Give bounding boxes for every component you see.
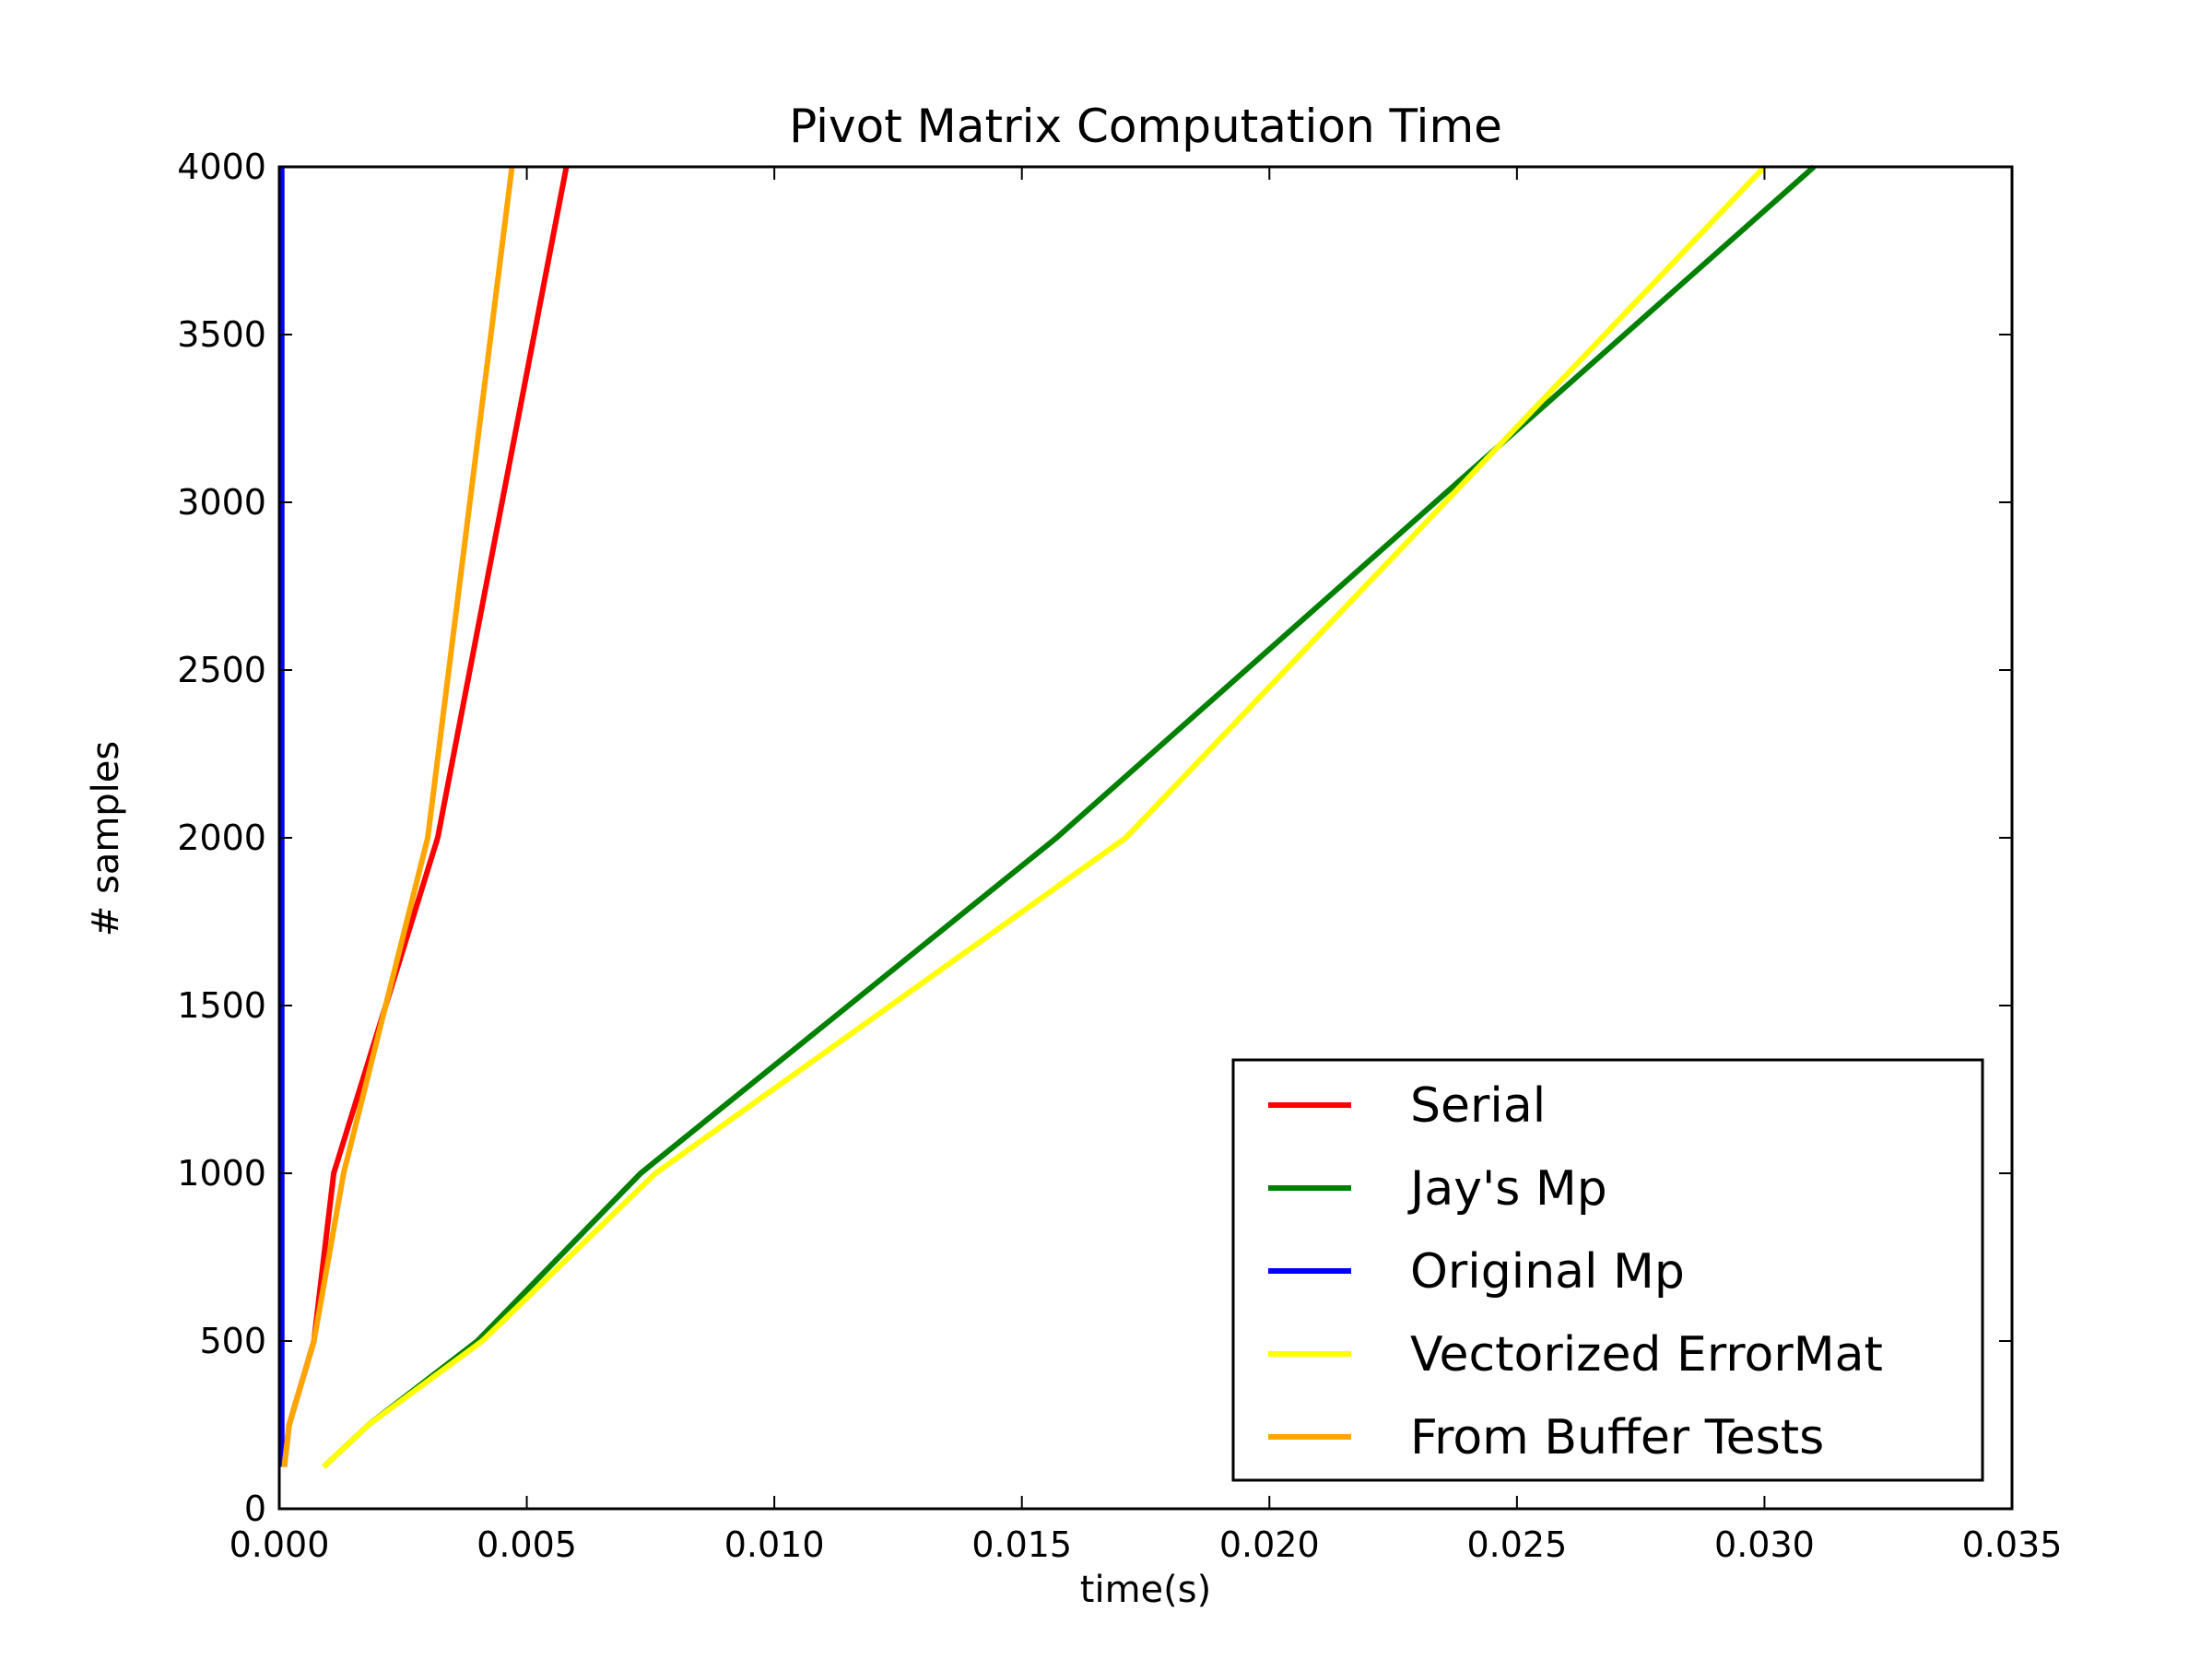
plot-frame xyxy=(277,165,2014,1511)
legend-box xyxy=(1231,1058,1984,1482)
x-tick-label: 0.000 xyxy=(229,1524,330,1565)
y-tick-label: 4000 xyxy=(177,147,266,187)
legend-label-2: Original Mp xyxy=(1410,1244,1685,1300)
series-layer xyxy=(278,164,1817,1469)
y-tick-label: 500 xyxy=(199,1321,266,1361)
y-tick-label: 1500 xyxy=(177,985,266,1026)
legend-label-4: From Buffer Tests xyxy=(1410,1410,1824,1465)
legend-label-0: Serial xyxy=(1410,1078,1546,1134)
x-tick-label: 0.015 xyxy=(971,1524,1072,1565)
x-axis-label: time(s) xyxy=(1080,1569,1211,1611)
x-tick-label: 0.010 xyxy=(724,1524,825,1565)
legend-label-1: Jay's Mp xyxy=(1407,1161,1607,1217)
x-tick-label: 0.020 xyxy=(1219,1524,1320,1565)
x-tick-label: 0.005 xyxy=(477,1524,577,1565)
y-tick-label: 0 xyxy=(244,1488,266,1529)
y-tick-label: 3000 xyxy=(177,482,266,523)
x-tick-label: 0.025 xyxy=(1466,1524,1567,1565)
x-tick-label: 0.030 xyxy=(1714,1524,1815,1565)
ticks-layer: 0.000 0.005 0.010 0.015 0.020 0.025 0.030 0.035… xyxy=(177,147,2062,1565)
y-tick-label: 2000 xyxy=(177,818,266,858)
legend: Serial Jay's Mp Original Mp Vectorized Erro… xyxy=(1231,1058,1984,1482)
chart-title: Pivot Matrix Computation Time xyxy=(789,100,1502,153)
series-line-4 xyxy=(281,166,515,1467)
legend-label-3: Vectorized ErrorMat xyxy=(1410,1327,1883,1382)
y-tick-label: 1000 xyxy=(177,1153,266,1194)
y-tick-label: 3500 xyxy=(177,314,266,355)
series-line-3 xyxy=(322,164,1767,1469)
y-tick-label: 2500 xyxy=(177,650,266,690)
x-tick-label: 0.035 xyxy=(1962,1524,2063,1565)
y-axis-label: # samples xyxy=(85,741,127,937)
